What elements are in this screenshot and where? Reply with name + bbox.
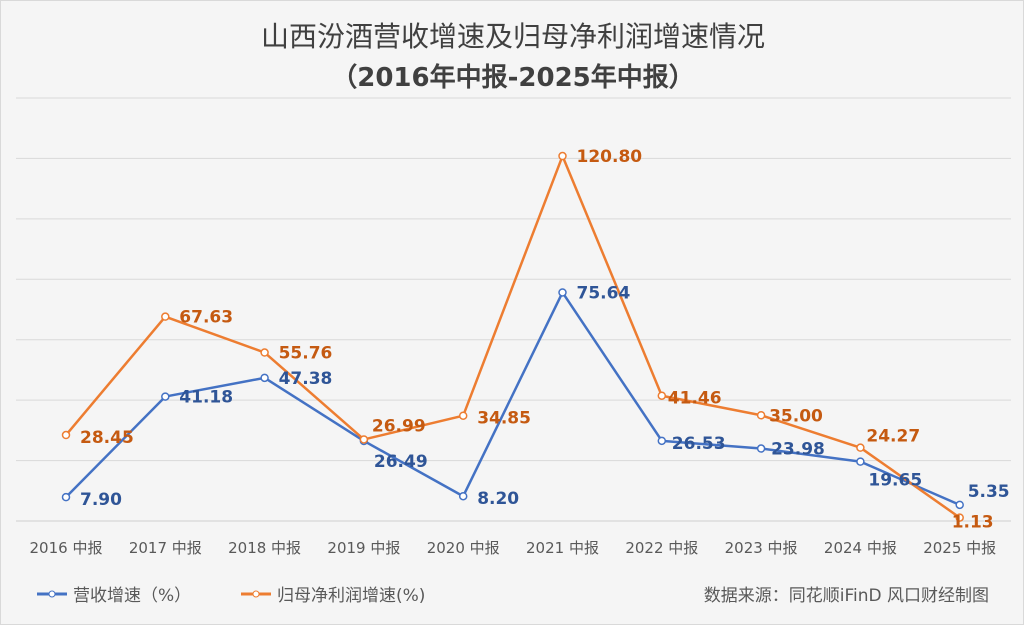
data-label: 34.85 xyxy=(477,409,531,429)
data-point xyxy=(955,500,964,510)
data-point xyxy=(458,491,468,501)
data-label: 19.65 xyxy=(868,471,922,491)
series-line xyxy=(65,291,961,506)
data-label: 26.53 xyxy=(672,434,726,454)
x-tick-label: 2016 中报 xyxy=(30,539,103,557)
data-label: 5.35 xyxy=(968,482,1010,502)
x-tick-label: 2022 中报 xyxy=(625,539,698,557)
data-point xyxy=(558,288,567,297)
legend-item-profit: 归母净利润增速(%) xyxy=(239,581,425,606)
data-point xyxy=(955,513,964,522)
data-point xyxy=(756,411,766,420)
data-point xyxy=(657,391,667,400)
data-label: 47.38 xyxy=(279,369,333,389)
data-point xyxy=(61,492,71,502)
data-label: 24.27 xyxy=(866,427,920,447)
x-tick-label: 2025 中报 xyxy=(923,539,996,557)
chart-subtitle: （2016年中报-2025年中报） xyxy=(331,63,695,93)
data-label: 8.20 xyxy=(477,489,519,509)
data-label: 67.63 xyxy=(179,308,233,328)
legend-item-revenue: 营收增速（%） xyxy=(35,581,191,606)
data-label: 23.98 xyxy=(771,440,825,460)
x-tick-label: 2023 中报 xyxy=(725,539,798,557)
data-point xyxy=(856,457,865,466)
data-point xyxy=(61,430,71,440)
data-point xyxy=(359,435,369,444)
data-point xyxy=(856,443,865,452)
chart-title: 山西汾酒营收增速及归母净利润增速情况 xyxy=(260,20,765,53)
data-label: 1.13 xyxy=(952,513,994,533)
data-label: 55.76 xyxy=(279,344,333,364)
data-label: 35.00 xyxy=(769,406,823,426)
data-point xyxy=(756,444,766,453)
data-point xyxy=(161,312,170,321)
data-label: 120.80 xyxy=(577,147,643,167)
data-point xyxy=(657,436,667,446)
x-tick-label: 2019 中报 xyxy=(327,539,400,557)
data-label: 26.99 xyxy=(372,416,426,436)
data-label: 41.18 xyxy=(179,388,233,408)
data-point xyxy=(260,348,269,357)
legend-label-revenue: 营收增速（%） xyxy=(73,586,192,606)
data-label: 7.90 xyxy=(80,490,122,510)
legend-marker-revenue xyxy=(37,590,67,597)
data-label: 28.45 xyxy=(80,428,134,448)
legend-marker-profit xyxy=(241,590,271,597)
data-label: 75.64 xyxy=(577,283,631,303)
x-tick-label: 2017 中报 xyxy=(129,539,202,557)
x-tick-label: 2018 中报 xyxy=(228,539,301,557)
series-line xyxy=(65,154,961,519)
data-point xyxy=(161,392,170,401)
data-label: 26.49 xyxy=(374,452,428,472)
data-point xyxy=(558,151,567,161)
data-source: 数据来源：同花顺iFinD 风口财经制图 xyxy=(703,586,989,606)
legend-label-profit: 归母净利润增速(%) xyxy=(277,586,426,606)
x-tick-label: 2024 中报 xyxy=(824,539,897,557)
x-tick-label: 2020 中报 xyxy=(427,539,500,557)
data-point xyxy=(260,373,269,383)
x-tick-label: 2021 中报 xyxy=(526,539,599,557)
data-point xyxy=(458,411,468,420)
data-label: 41.46 xyxy=(668,389,722,409)
